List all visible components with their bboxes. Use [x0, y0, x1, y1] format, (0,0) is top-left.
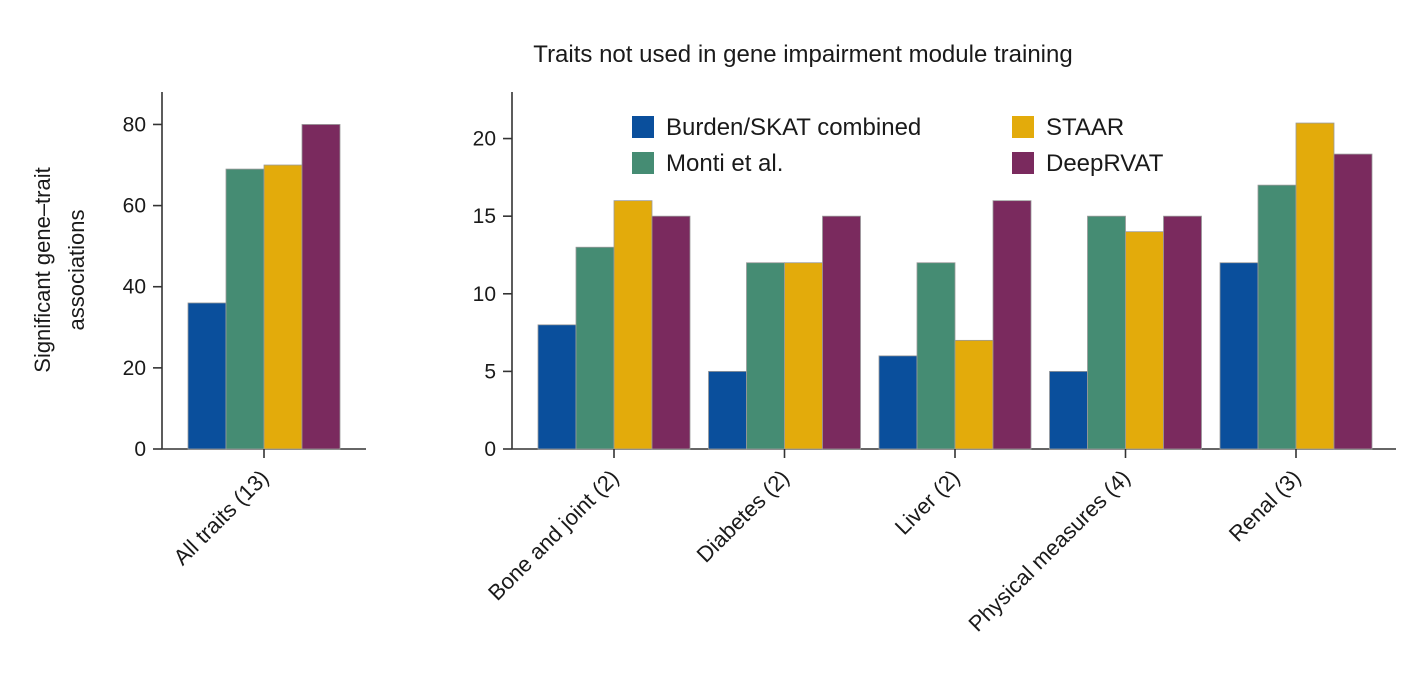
category-label-bone-and-joint-2: Bone and joint (2) — [483, 465, 623, 605]
legend-label-monti-et-al: Monti et al. — [666, 150, 783, 177]
bar-staar-diabetes-2 — [784, 262, 823, 450]
category-label-diabetes-2: Diabetes (2) — [692, 465, 794, 567]
right-panel: 0 5 10 15 20 Bone and joint (2) Diabetes (2) Li… — [473, 41, 1396, 636]
bar-monti-et-al-all-traits-13 — [225, 168, 265, 450]
bar-monti-et-al-liver-2 — [916, 262, 956, 450]
y-axis-title-line-1: Significant gene–trait — [30, 167, 55, 372]
y-tick-label: 20 — [123, 357, 146, 380]
legend-swatch-staar — [1012, 116, 1034, 138]
legend-label-burden-skat-combined: Burden/SKAT combined — [666, 114, 921, 141]
bar-deeprvat-physical-measures-4 — [1163, 215, 1202, 450]
bar-staar-bone-and-joint-2 — [613, 200, 653, 450]
y-tick-label: 0 — [134, 438, 146, 461]
legend-swatch-monti-et-al — [632, 152, 654, 174]
left-panel: 0 20 40 60 80 All traits (13) Significant gene… — [30, 92, 366, 570]
category-label-liver-2: Liver (2) — [890, 465, 965, 540]
bar-monti-et-al-bone-and-joint-2 — [575, 246, 615, 450]
legend-label-staar: STAAR — [1046, 114, 1124, 141]
bar-deeprvat-renal-3 — [1333, 153, 1373, 450]
bar-burden-skat-combined-diabetes-2 — [708, 370, 747, 450]
y-tick-label: 0 — [484, 438, 496, 461]
legend: Burden/SKAT combined Monti et al. STAAR Dee… — [632, 114, 1164, 177]
bar-burden-skat-combined-all-traits-13 — [187, 302, 227, 450]
bar-monti-et-al-diabetes-2 — [746, 262, 785, 450]
panel-title: Traits not used in gene impairment modul… — [533, 41, 1072, 68]
y-tick-label: 40 — [123, 276, 146, 299]
y-tick-label: 15 — [473, 205, 496, 228]
bar-staar-renal-3 — [1295, 122, 1335, 450]
bar-burden-skat-combined-bone-and-joint-2 — [537, 324, 577, 450]
bar-burden-skat-combined-renal-3 — [1219, 262, 1259, 450]
bar-staar-physical-measures-4 — [1125, 231, 1164, 450]
legend-label-deeprvat: DeepRVAT — [1046, 150, 1164, 177]
category-label-all-traits-13: All traits (13) — [169, 465, 274, 570]
y-tick-label: 80 — [123, 113, 146, 136]
legend-swatch-deeprvat — [1012, 152, 1034, 174]
bar-burden-skat-combined-liver-2 — [878, 355, 918, 450]
category-label-physical-measures-4: Physical measures (4) — [963, 465, 1135, 637]
bar-burden-skat-combined-physical-measures-4 — [1049, 370, 1088, 450]
y-tick-label: 5 — [484, 360, 496, 383]
bar-staar-liver-2 — [954, 339, 994, 450]
category-label-renal-3: Renal (3) — [1224, 465, 1306, 547]
bar-deeprvat-diabetes-2 — [822, 215, 861, 450]
y-tick-label: 20 — [473, 128, 496, 151]
bar-deeprvat-all-traits-13 — [301, 124, 341, 450]
bar-monti-et-al-physical-measures-4 — [1087, 215, 1126, 450]
y-axis-title-line-2: associations — [64, 209, 89, 330]
y-tick-label: 10 — [473, 283, 496, 306]
y-tick-label: 60 — [123, 195, 146, 218]
bar-staar-all-traits-13 — [263, 164, 303, 450]
bar-deeprvat-bone-and-joint-2 — [651, 215, 691, 450]
legend-swatch-burden-skat-combined — [632, 116, 654, 138]
bar-monti-et-al-renal-3 — [1257, 184, 1297, 450]
bar-deeprvat-liver-2 — [992, 200, 1032, 450]
